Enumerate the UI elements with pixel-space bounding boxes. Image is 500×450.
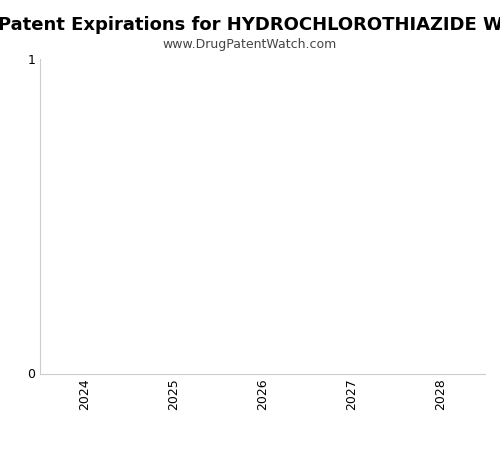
Text: www.DrugPatentWatch.com: www.DrugPatentWatch.com — [163, 38, 337, 51]
Text: Patent Expirations for HYDROCHLOROTHIAZIDE W: Patent Expirations for HYDROCHLOROTHIAZI… — [0, 16, 500, 34]
